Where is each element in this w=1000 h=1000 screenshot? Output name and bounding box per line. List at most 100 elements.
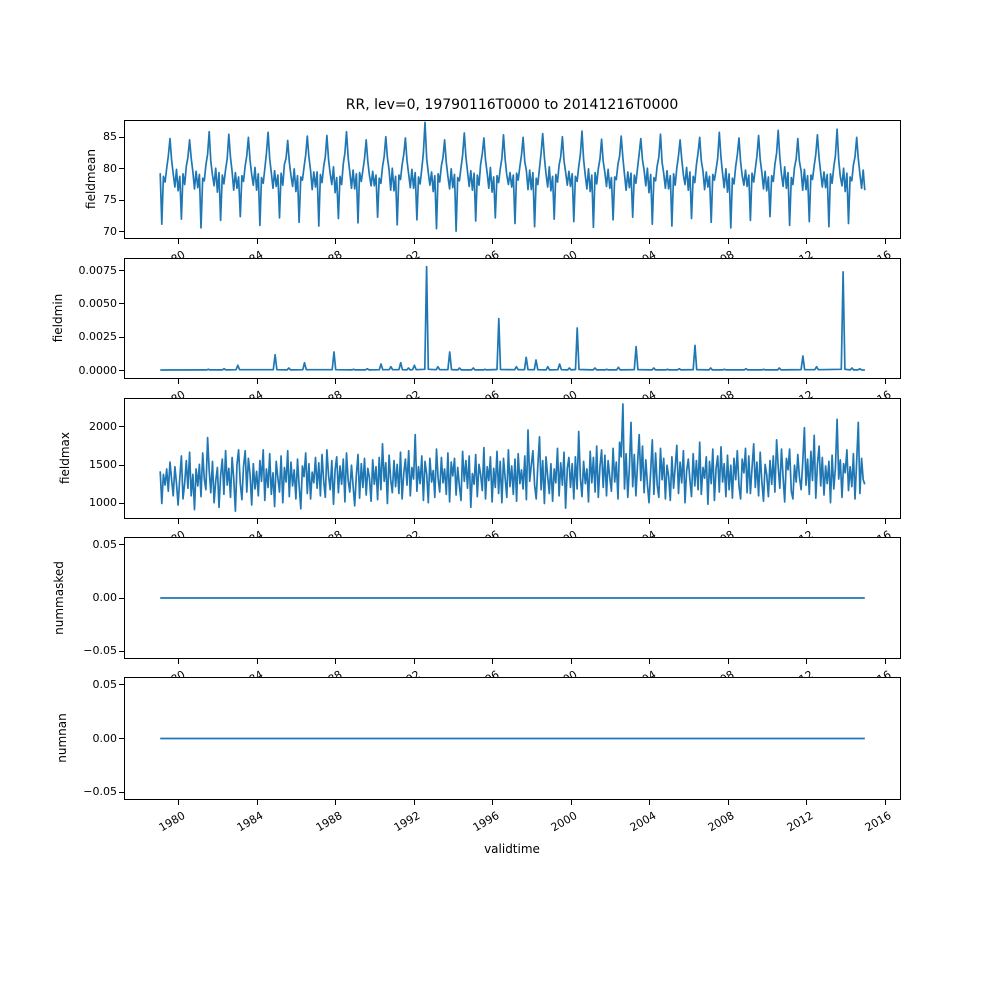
subplot-fieldmax: 1000150020001980198419881992199620002004… <box>89 398 901 553</box>
x-tick-mark <box>649 659 651 664</box>
x-tick-mark <box>413 379 415 384</box>
x-tick-mark <box>806 379 808 384</box>
x-tick-mark <box>727 659 729 664</box>
numnan-plot-area <box>160 737 865 740</box>
fieldmax-plot-area <box>159 403 866 512</box>
x-tick-mark <box>413 800 415 805</box>
y-tick-mark <box>119 270 124 272</box>
y-tick-label: 85 <box>103 130 117 144</box>
y-tick-mark <box>119 336 124 338</box>
subplot-fieldmin: 0.00000.00250.00500.00751980198419881992… <box>79 258 901 413</box>
x-tick-mark <box>492 379 494 384</box>
x-tick-mark <box>884 239 886 244</box>
x-tick-mark <box>492 519 494 524</box>
x-tick-mark <box>413 239 415 244</box>
y-tick-mark <box>119 650 124 652</box>
y-tick-label: 0.00 <box>92 731 118 745</box>
y-tick-label: −0.05 <box>83 644 117 658</box>
x-tick-mark <box>256 800 258 805</box>
x-tick-mark <box>335 659 337 664</box>
x-tick-mark <box>727 239 729 244</box>
x-tick-label: 2016 <box>863 809 894 835</box>
y-tick-mark <box>119 199 124 201</box>
x-tick-mark <box>413 519 415 524</box>
y-tick-label: −0.05 <box>83 785 117 799</box>
x-tick-label: 1984 <box>235 809 266 835</box>
y-tick-mark <box>119 684 124 686</box>
x-tick-mark <box>492 239 494 244</box>
x-tick-mark <box>727 519 729 524</box>
subplot-fieldmean: 7075808519801984198819921996200020042008… <box>103 120 901 273</box>
y-tick-label: 70 <box>103 224 117 238</box>
y-tick-mark <box>119 791 124 793</box>
y-tick-mark <box>119 231 124 233</box>
fieldmin-plot-area <box>160 265 865 371</box>
y-tick-label: 0.0000 <box>78 363 118 377</box>
x-tick-label: 2012 <box>784 809 816 835</box>
nummasked-plot-area <box>160 597 865 599</box>
y-tick-mark <box>119 136 124 138</box>
y-tick-label: 1000 <box>89 496 117 510</box>
fieldmin-data-line <box>160 265 865 371</box>
y-axis-label-numnan: numnan <box>55 713 69 763</box>
x-tick-label: 2008 <box>706 809 737 835</box>
x-tick-mark <box>256 659 258 664</box>
x-tick-label: 2004 <box>627 809 659 835</box>
x-tick-mark <box>727 379 729 384</box>
x-tick-mark <box>570 659 572 664</box>
y-tick-label: 0.05 <box>92 537 118 551</box>
x-tick-mark <box>649 519 651 524</box>
x-tick-mark <box>649 239 651 244</box>
y-tick-label: 0.0075 <box>78 263 118 277</box>
y-tick-mark <box>119 597 124 599</box>
x-tick-mark <box>178 659 180 664</box>
x-tick-mark <box>178 239 180 244</box>
x-tick-mark <box>884 519 886 524</box>
y-tick-mark <box>119 168 124 170</box>
y-axis-label-nummasked: nummasked <box>52 561 66 635</box>
x-axis-label: validtime <box>484 842 540 856</box>
fieldmean-data-line <box>159 121 866 232</box>
y-tick-label: 80 <box>103 161 117 175</box>
x-tick-mark <box>727 800 729 805</box>
y-tick-label: 0.0050 <box>78 296 118 310</box>
x-tick-label: 1996 <box>470 809 502 835</box>
y-tick-mark <box>119 544 124 546</box>
y-tick-mark <box>119 464 124 466</box>
y-axis-label-fieldmax: fieldmax <box>58 431 72 485</box>
y-axis-label-fieldmean: fieldmean <box>84 149 98 209</box>
x-tick-mark <box>335 239 337 244</box>
y-tick-label: 0.00 <box>92 591 118 604</box>
subplot-nummasked: −0.050.000.05198019841988199219962000200… <box>83 537 901 693</box>
x-tick-mark <box>256 239 258 244</box>
y-tick-label: 1500 <box>89 458 117 472</box>
x-tick-mark <box>570 519 572 524</box>
x-tick-mark <box>806 800 808 805</box>
x-tick-mark <box>649 379 651 384</box>
x-tick-mark <box>492 659 494 664</box>
x-tick-mark <box>570 800 572 805</box>
x-tick-mark <box>570 239 572 244</box>
x-tick-mark <box>178 800 180 805</box>
x-tick-mark <box>492 800 494 805</box>
y-tick-label: 2000 <box>89 419 117 433</box>
fieldmean-plot-area <box>159 121 866 232</box>
y-axis-label-fieldmin: fieldmin <box>51 293 65 343</box>
x-tick-mark <box>335 379 337 384</box>
y-tick-mark <box>119 303 124 305</box>
x-tick-mark <box>178 379 180 384</box>
y-tick-label: 75 <box>103 193 117 207</box>
x-tick-label: 1980 <box>156 809 188 835</box>
x-tick-mark <box>806 659 808 664</box>
y-tick-label: 0.0025 <box>78 330 118 344</box>
x-tick-mark <box>806 239 808 244</box>
subplot-numnan: −0.05 0.00 0.05 1980 1984 1988 1992 1996 2000 200… <box>83 677 901 834</box>
y-tick-mark <box>119 370 124 372</box>
y-tick-mark <box>119 502 124 504</box>
x-tick-mark <box>649 800 651 805</box>
x-tick-mark <box>884 800 886 805</box>
x-tick-mark <box>256 379 258 384</box>
y-tick-mark <box>119 426 124 428</box>
x-tick-mark <box>335 519 337 524</box>
